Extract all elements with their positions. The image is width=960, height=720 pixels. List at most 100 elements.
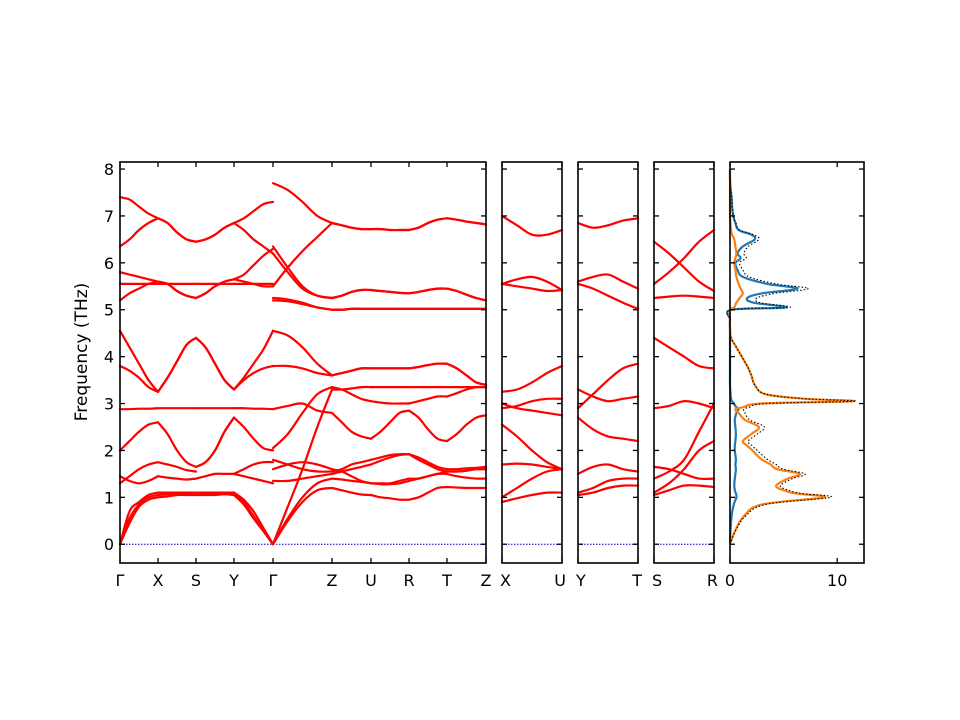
main-q-point-label-3: Y — [228, 571, 239, 590]
main-segment-5-band-1 — [330, 486, 373, 497]
yt-segment-0-band-8 — [576, 217, 640, 229]
yt-segment-0-band-1 — [576, 477, 640, 494]
main-segment-5-band-6 — [330, 386, 373, 403]
main-segment-0-band-6 — [118, 407, 160, 411]
main-segment-7-band-15 — [407, 217, 449, 232]
xu-q-point-label-0: X — [500, 571, 511, 590]
y-tick-label-0: 0 — [104, 535, 114, 554]
y-tick-label-8: 8 — [104, 160, 114, 179]
main-segment-2-band-5 — [194, 416, 236, 468]
main-segment-8-band-0 — [445, 472, 488, 480]
main-segment-8-band-5 — [445, 468, 488, 473]
sr-segment-0-band-3 — [652, 465, 716, 481]
main-segment-6-band-5 — [369, 453, 411, 461]
main-segment-4-band-7 — [271, 402, 334, 414]
main-segment-4-band-5 — [271, 458, 334, 473]
main-segment-2-band-8 — [194, 336, 236, 391]
main-segment-8-band-15 — [445, 217, 488, 226]
dos-frame — [729, 161, 865, 564]
y-axis-label: Frequency (THz) — [72, 283, 92, 422]
main-segment-6-band-1 — [369, 493, 411, 501]
main-segment-5-band-3 — [330, 463, 373, 475]
main-segment-5-band-13 — [330, 288, 373, 300]
main-segment-7-band-9 — [407, 362, 449, 370]
main-q-point-label-9: Z — [481, 571, 492, 590]
main-segment-5-band-5 — [330, 458, 373, 473]
main-segment-5-band-9 — [330, 367, 373, 377]
main-segment-1-band-3 — [156, 475, 198, 481]
main-segment-3-band-5 — [232, 416, 275, 452]
main-segment-4-band-14 — [271, 182, 334, 225]
main-segment-6-band-15 — [369, 227, 411, 232]
main-segment-8-band-6 — [445, 385, 488, 398]
main-segment-0-band-8 — [118, 329, 160, 393]
main-segment-8-band-13 — [445, 287, 488, 302]
main-segment-1-band-13 — [156, 217, 198, 243]
sr-segment-0-band-5 — [652, 336, 716, 370]
main-segment-7-band-6 — [407, 395, 449, 405]
main-q-point-label-5: Z — [327, 571, 338, 590]
yt-segment-0-band-2 — [576, 463, 640, 475]
main-segment-4-band-13 — [271, 252, 334, 300]
yt-segment-0-band-7 — [576, 282, 640, 310]
main-segment-3-band-3 — [232, 460, 275, 475]
main-segment-8-band-3 — [445, 465, 488, 471]
main-segment-6-band-7 — [369, 409, 411, 440]
sr-segment-0-band-8 — [652, 240, 716, 293]
xu-segment-0-band-2 — [500, 462, 564, 471]
main-segment-4-band-1 — [271, 486, 334, 546]
main-segment-1-band-0 — [156, 493, 198, 499]
main-segment-7-band-5 — [407, 453, 449, 473]
xu-segment-0-band-5 — [500, 364, 564, 393]
main-segment-0-band-4 — [118, 461, 160, 485]
dos-series-1 — [728, 169, 855, 545]
main-segment-8-band-1 — [445, 485, 488, 490]
main-segment-6-band-13 — [369, 288, 411, 295]
main-segment-1-band-4 — [156, 461, 198, 473]
xu-segment-0-band-8 — [500, 275, 564, 292]
main-segment-7-band-7 — [407, 409, 449, 443]
xu-q-point-label-1: U — [554, 571, 566, 590]
main-q-point-label-8: T — [441, 571, 452, 590]
main-segment-2-band-3 — [194, 472, 236, 480]
y-tick-label-1: 1 — [104, 488, 114, 507]
main-segment-4-band-15 — [271, 221, 334, 288]
yt-segment-0-band-6 — [576, 273, 640, 290]
sr-segment-0-band-4 — [652, 400, 716, 410]
main-segment-0-band-5 — [118, 421, 160, 452]
main-segment-3-band-2 — [232, 491, 275, 546]
sr-segment-0-band-6 — [652, 294, 716, 300]
yt-segment-0-band-5 — [576, 388, 640, 403]
main-segment-7-band-13 — [407, 287, 449, 295]
main-segment-3-band-6 — [232, 407, 275, 411]
main-q-point-label-2: S — [191, 571, 201, 590]
main-segment-5-band-15 — [330, 221, 373, 231]
main-q-point-label-0: Γ — [116, 571, 125, 590]
main-segment-1-band-8 — [156, 336, 198, 393]
main-segment-8-band-7 — [445, 414, 488, 443]
main-segment-3-band-13 — [232, 200, 275, 225]
xu-segment-0-band-9 — [500, 214, 564, 237]
y-tick-label-6: 6 — [104, 254, 114, 273]
main-segment-2-band-13 — [194, 221, 236, 243]
sr-q-point-label-1: R — [707, 571, 718, 590]
sr-frame — [653, 161, 715, 564]
main-segment-3-band-1 — [232, 493, 275, 546]
main-segment-4-band-6 — [271, 386, 334, 450]
y-tick-label-5: 5 — [104, 301, 114, 320]
main-segment-0-band-7 — [118, 364, 160, 393]
main-segment-4-band-4 — [271, 461, 334, 471]
main-segment-4-band-3 — [271, 472, 334, 483]
main-segment-7-band-4 — [407, 470, 449, 480]
yt-frame — [577, 161, 639, 564]
main-segment-3-band-8 — [232, 364, 275, 391]
y-tick-label-4: 4 — [104, 348, 114, 367]
main-segment-0-band-13 — [118, 196, 160, 220]
main-segment-5-band-11 — [330, 307, 373, 311]
main-segment-3-band-11 — [232, 247, 275, 281]
sr-segment-0-band-2 — [652, 402, 716, 480]
